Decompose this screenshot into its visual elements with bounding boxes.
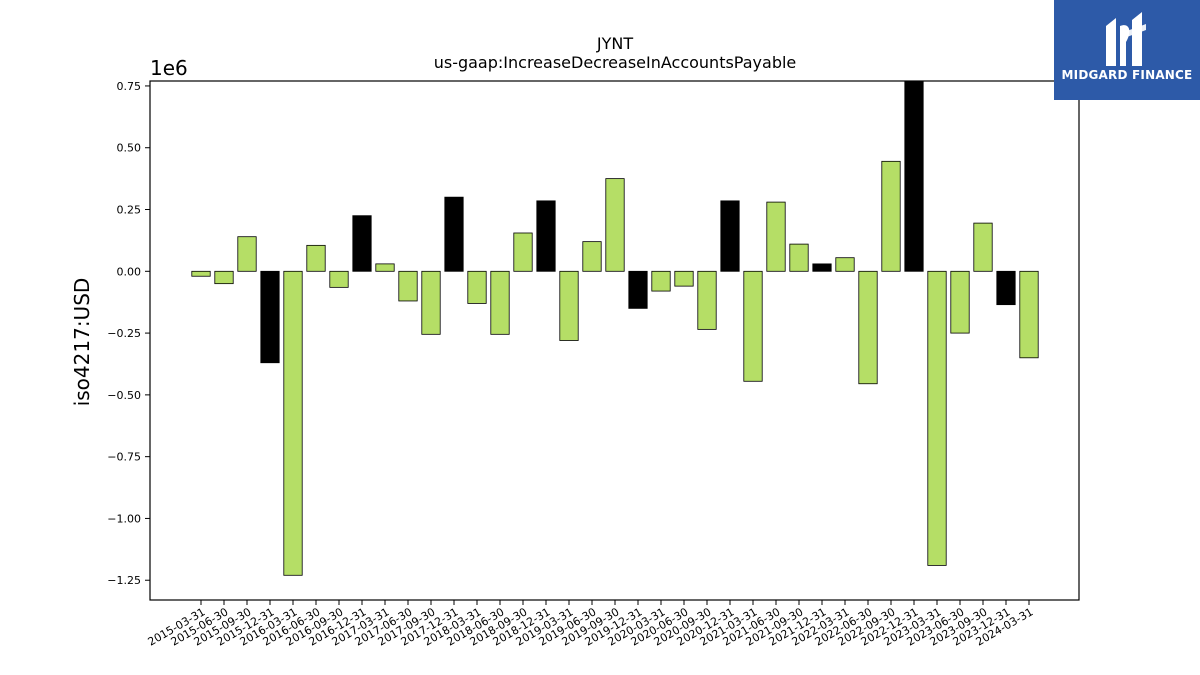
bars-group (191, 80, 1039, 576)
plot-frame (149, 80, 1080, 601)
x-axis: 2015-03-312015-06-302015-09-302015-12-31… (146, 600, 1036, 649)
bar-2018-09-30 (513, 232, 533, 272)
bar-2023-12-31 (996, 270, 1016, 306)
y-tick-label: −0.75 (107, 451, 141, 464)
bar-2021-12-31 (812, 263, 832, 272)
logo-text: MIDGARD FINANCE (1061, 68, 1193, 82)
bar-2019-09-30 (605, 178, 625, 272)
bar-2017-09-30 (421, 270, 441, 335)
y-tick-label: −1.25 (107, 574, 141, 587)
bar-2018-03-31 (467, 270, 487, 304)
bar-2020-06-30 (674, 270, 694, 287)
y-tick-label: 0.25 (117, 204, 142, 217)
bar-2016-06-30 (306, 244, 326, 272)
bar-2022-03-31 (835, 257, 855, 272)
brand-logo: MIDGARD FINANCE (1054, 0, 1200, 100)
bar-2016-12-31 (352, 215, 372, 272)
bar-2021-06-30 (766, 201, 786, 272)
bar-2018-06-30 (490, 270, 510, 335)
bar-2022-12-31 (904, 80, 924, 272)
bar-2020-12-31 (720, 200, 740, 272)
bar-2021-09-30 (789, 243, 809, 272)
y-tick-label: 0.50 (117, 142, 142, 155)
y-tick-label: −0.25 (107, 327, 141, 340)
y-axis-label: iso4217:USD (70, 278, 94, 407)
bar-2019-06-30 (582, 241, 602, 272)
bar-2015-03-31 (191, 270, 211, 277)
bar-2021-03-31 (743, 270, 763, 382)
bar-2019-12-31 (628, 270, 648, 309)
bar-2017-12-31 (444, 196, 464, 272)
y-tick-label: 0.00 (117, 265, 142, 278)
bar-2015-12-31 (260, 270, 280, 364)
bar-2023-06-30 (950, 270, 970, 334)
bar-2017-03-31 (375, 263, 395, 272)
axis-offset-label: 1e6 (150, 56, 188, 80)
bar-2023-03-31 (927, 270, 947, 566)
bar-2015-09-30 (237, 236, 257, 272)
bar-2019-03-31 (559, 270, 579, 341)
bar-2022-09-30 (881, 160, 901, 272)
bar-2020-09-30 (697, 270, 717, 330)
bar-2020-03-31 (651, 270, 671, 292)
bar-2016-03-31 (283, 270, 303, 576)
midgard-logo-icon (1106, 12, 1146, 66)
y-tick-label: 0.75 (117, 80, 142, 93)
y-tick-label: −0.50 (107, 389, 141, 402)
bar-2017-06-30 (398, 270, 418, 302)
bar-2016-09-30 (329, 270, 349, 288)
bar-2018-12-31 (536, 200, 556, 272)
y-axis: 0.75 0.50 0.25 0.00 −0.25 −0.50 −0.75 −1.00 −1.2… (107, 80, 150, 587)
bar-2015-06-30 (214, 270, 234, 285)
chart-subtitle: us-gaap:IncreaseDecreaseInAccountsPayabl… (434, 53, 797, 72)
bar-2022-06-30 (858, 270, 878, 385)
bar-2023-09-30 (973, 222, 993, 272)
bar-2024-03-31 (1019, 270, 1039, 359)
y-tick-label: −1.00 (107, 512, 141, 525)
chart-title: JYNT (596, 34, 633, 53)
